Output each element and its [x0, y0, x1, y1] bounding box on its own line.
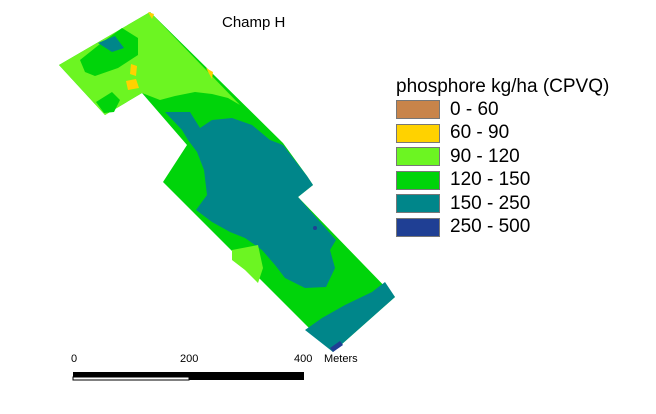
map-title: Champ H: [222, 14, 286, 31]
zone-150-250-south: [305, 282, 395, 352]
legend-swatch: [396, 100, 440, 120]
legend-label: 250 - 500: [450, 216, 531, 238]
legend-label: 0 - 60: [450, 98, 499, 120]
zone-60-90-patch: [126, 79, 139, 90]
legend-label: 120 - 150: [450, 169, 531, 191]
legend-item: 0 - 60: [396, 98, 609, 122]
legend-swatch: [396, 194, 440, 214]
legend-swatch: [396, 170, 440, 190]
zone-120-150-patch: [96, 92, 120, 113]
scalebar-segment-3: [189, 372, 304, 380]
legend-swatch: [396, 123, 440, 143]
legend-item: 250 - 500: [396, 216, 609, 240]
zone-60-90-patch: [148, 12, 154, 19]
zone-60-90-patch: [130, 64, 137, 76]
scalebar-segment-1: [73, 372, 189, 377]
legend: phosphore kg/ha (CPVQ) 0 - 60 60 - 90 90 -…: [396, 76, 609, 239]
legend-label: 60 - 90: [450, 122, 510, 144]
zone-150-250-patch: [98, 36, 124, 52]
zone-150-250-main: [165, 112, 336, 288]
zone-60-90-patch: [206, 68, 213, 79]
legend-item: 150 - 250: [396, 192, 609, 216]
legend-label: 90 - 120: [450, 145, 520, 167]
legend-item: 60 - 90: [396, 122, 609, 146]
legend-label: 150 - 250: [450, 192, 531, 214]
zone-150-250-speck: [267, 157, 273, 163]
legend-item: 90 - 120: [396, 145, 609, 169]
scalebar-tick-400: 400: [294, 353, 313, 365]
scalebar-segment-2: [72, 376, 190, 381]
scalebar-tick-0: 0: [71, 353, 78, 365]
zone-250-500-speck: [313, 226, 317, 230]
legend-title: phosphore kg/ha (CPVQ): [396, 76, 610, 97]
legend-swatch: [396, 147, 440, 167]
scalebar-unit: Meters: [324, 353, 358, 365]
zone-90-120-north: [59, 12, 240, 115]
zone-90-120-south: [232, 245, 263, 283]
zone-120-150-patch: [80, 28, 138, 76]
zone-250-500-corner: [330, 341, 343, 352]
legend-swatch: [396, 217, 440, 237]
legend-item: 120 - 150: [396, 169, 609, 193]
scalebar-tick-200: 200: [180, 353, 199, 365]
